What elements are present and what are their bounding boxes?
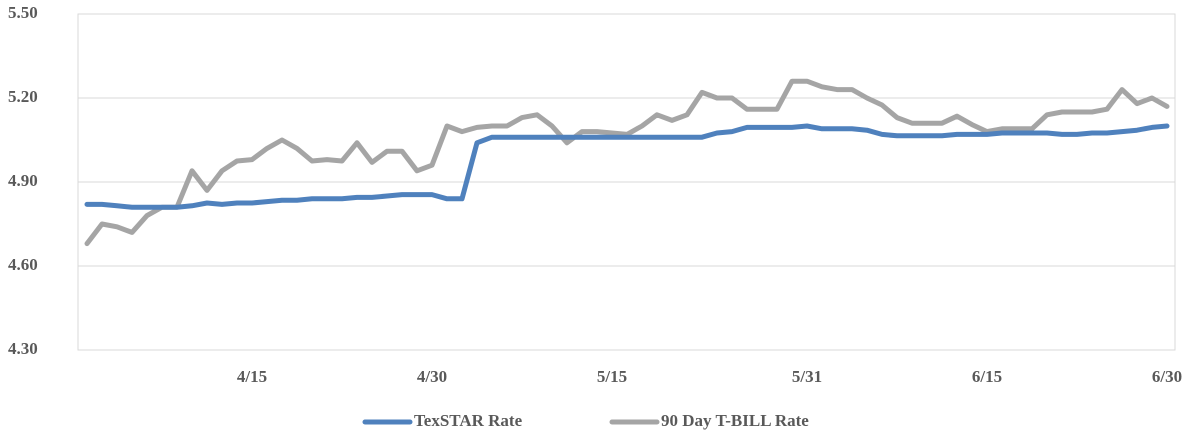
y-tick-label: 5.20 xyxy=(8,87,38,106)
y-tick-label: 4.30 xyxy=(8,339,38,358)
x-tick-label: 6/30 xyxy=(1152,367,1182,386)
line-series xyxy=(84,78,1170,247)
y-tick-label: 5.50 xyxy=(8,3,38,22)
legend-label: 90 Day T-BILL Rate xyxy=(661,411,809,430)
x-tick-label: 4/30 xyxy=(417,367,447,386)
x-tick-label: 5/31 xyxy=(792,367,822,386)
line-series xyxy=(84,123,1170,210)
y-tick-label: 4.90 xyxy=(8,171,38,190)
x-tick-label: 5/15 xyxy=(597,367,627,386)
x-tick-label: 6/15 xyxy=(972,367,1002,386)
y-tick-label: 4.60 xyxy=(8,255,38,274)
legend-label: TexSTAR Rate xyxy=(414,411,523,430)
x-tick-label: 4/15 xyxy=(237,367,267,386)
